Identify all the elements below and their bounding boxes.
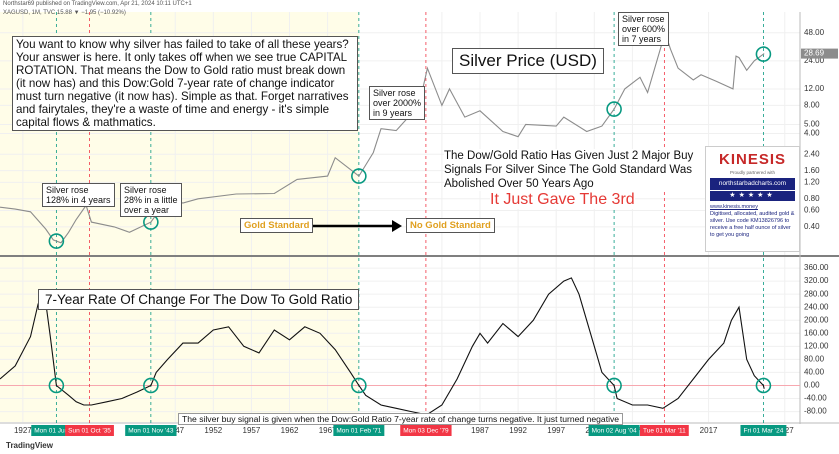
footer: TradingView: [6, 441, 53, 450]
ad-brand: KINESIS: [718, 151, 786, 168]
event-badge: [31, 425, 82, 436]
note-line: in 7 years: [622, 34, 662, 44]
note-line: Silver rose: [124, 185, 167, 195]
y-tick-label: -40.00: [804, 394, 827, 403]
y-tick-label: 120.00: [804, 341, 829, 350]
event-badge: [125, 425, 177, 436]
ad-partner: Proudly partnered with: [729, 170, 776, 175]
last-price-label: 28.69: [804, 49, 825, 58]
event-badge: [588, 425, 640, 436]
note-line: over a year: [124, 205, 170, 215]
y-tick-label: 4.00: [804, 129, 820, 138]
ad-stars: ★★★★★: [710, 191, 795, 201]
publisher: Northstar69 published on TradingView.com…: [3, 1, 192, 7]
event-label: Sun 01 Oct '35: [68, 428, 111, 435]
intro-text: You want to know why silver has failed t…: [12, 36, 358, 131]
rise-note: Silver rose 28% in a little over a year: [120, 183, 182, 217]
y-tick-label: 240.00: [804, 302, 829, 311]
arrow-head: [392, 220, 402, 232]
y-tick-label: 0.60: [804, 206, 820, 215]
y-tick-label: 40.00: [804, 368, 825, 377]
top-title: Silver Price (USD): [452, 48, 604, 74]
x-tick-label: 1927: [14, 426, 32, 435]
x-tick-label: 1992: [509, 426, 527, 435]
x-tick-label: 1967: [319, 426, 337, 435]
y-tick-label: 8.00: [804, 100, 820, 109]
x-tick-label: 2017: [700, 426, 718, 435]
signals-text: The Dow/Gold Ratio Has Given Just 2 Majo…: [444, 149, 706, 191]
y-tick-label: 5.00: [804, 120, 820, 129]
y-tick-label: 12.00: [804, 84, 825, 93]
third-signal: It Just Gave The 3rd: [490, 191, 635, 209]
ad-url: www.kinesis.money: [710, 204, 758, 210]
y-tick-label: 1.60: [804, 166, 820, 175]
signal-circle: [351, 377, 367, 394]
event-label: Fri 01 Mar '24: [743, 428, 783, 435]
signal-circle: [755, 377, 772, 394]
bottom-title: 7-Year Rate Of Change For The Dow To Gol…: [38, 289, 360, 310]
ad: KINESIS Proudly partnered with northstar…: [705, 146, 800, 252]
note: The silver buy signal is given when the …: [178, 413, 624, 425]
note-line: 128% in 4 years: [46, 195, 111, 205]
event-badge: [400, 425, 452, 436]
signal-circle: [143, 377, 159, 394]
signal-circle: [606, 377, 622, 394]
y-tick-label: 160.00: [804, 328, 829, 337]
y-tick-label: 2.40: [804, 149, 820, 158]
rise-note: Silver rose over 600% in 7 years: [618, 12, 670, 46]
x-tick-label: 1962: [281, 426, 299, 435]
y-tick-label: 360.00: [804, 263, 829, 272]
event-badge: [333, 425, 385, 436]
y-tick-label: 0.80: [804, 194, 820, 203]
y-tick-label: -80.00: [804, 407, 827, 416]
y-tick-label: 1.20: [804, 177, 820, 186]
y-tick-label: 80.00: [804, 355, 825, 364]
rise-note: Silver rose 128% in 4 years: [42, 183, 115, 207]
x-tick-label: 1987: [471, 426, 489, 435]
event-label: Mon 01 Feb '71: [336, 428, 381, 435]
symbol: XAGUSD, 1M, TVC 15.88 ▼ −1.95 (−10.92%): [3, 10, 126, 16]
y-tick-label: 24.00: [804, 56, 825, 65]
gold-standard-label: Gold Standard: [240, 218, 314, 233]
event-label: Mon 01 Jun '31: [34, 428, 79, 435]
event-label: Mon 02 Aug '04: [592, 428, 637, 435]
price-line: [0, 277, 765, 416]
note-line: Silver rose: [622, 14, 665, 24]
rise-note: Silver rose over 2000% in 9 years: [369, 86, 426, 120]
x-tick-label: 1952: [204, 426, 222, 435]
y-tick-label: 0.40: [804, 222, 820, 231]
last-price-badge: [801, 48, 838, 59]
event-label: Tue 01 Mar '11: [643, 428, 686, 435]
event-badge: [65, 425, 114, 436]
note-line: Silver rose: [46, 185, 89, 195]
y-tick-label: 320.00: [804, 276, 829, 285]
signal-circle: [48, 233, 65, 249]
signal-circle: [351, 168, 367, 184]
x-tick-label: 1957: [243, 426, 261, 435]
event-label: Mon 03 Dec '79: [403, 428, 449, 435]
y-tick-label: 280.00: [804, 289, 829, 298]
x-tick-label: 1997: [547, 426, 565, 435]
y-tick-label: 48.00: [804, 28, 825, 37]
gold-standard-shade: [0, 257, 359, 422]
event-badge: [639, 425, 689, 436]
event-badge: [740, 425, 787, 436]
ad-text: Digitised, allocated, audited gold & sil…: [710, 211, 795, 238]
note-line: over 2000%: [373, 98, 422, 108]
no-gold-standard-label: No Gold Standard: [406, 218, 495, 233]
note-line: in 9 years: [373, 108, 413, 118]
ad-site: northstarbadcharts.com: [710, 178, 795, 190]
note-line: 28% in a little: [124, 195, 178, 205]
signal-circle: [48, 377, 65, 394]
note-line: over 600%: [622, 24, 666, 34]
note-line: Silver rose: [373, 88, 416, 98]
y-tick-label: 200.00: [804, 315, 829, 324]
price-line: [0, 30, 765, 244]
signal-circle: [755, 46, 772, 62]
event-label: Mon 01 Nov '43: [128, 428, 174, 435]
signal-circle: [606, 101, 622, 117]
y-tick-label: 0.00: [804, 381, 820, 390]
